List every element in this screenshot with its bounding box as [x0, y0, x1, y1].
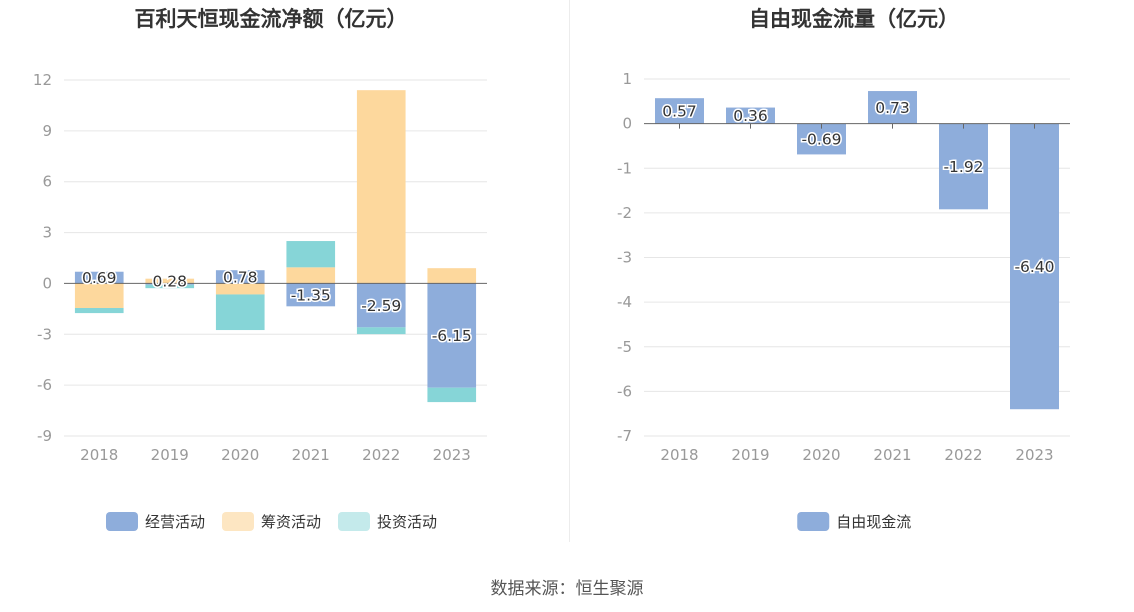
- data-label: 0.69: [82, 269, 117, 287]
- legend-swatch: [338, 512, 370, 531]
- data-label: -0.69: [801, 131, 841, 149]
- legend-label: 筹资活动: [261, 513, 321, 531]
- y-tick-label: -3: [37, 325, 52, 343]
- y-tick-label: -4: [617, 293, 632, 311]
- x-tick-label: 2022: [362, 446, 400, 464]
- x-tick-label: 2021: [292, 446, 330, 464]
- x-tick-label: 2022: [944, 446, 982, 464]
- x-tick-label: 2019: [731, 446, 769, 464]
- y-tick-label: -5: [617, 338, 632, 356]
- bar-自由现金流-2018: [655, 98, 704, 124]
- legend-item[interactable]: 投资活动: [338, 512, 437, 531]
- bar-筹资活动-2021: [286, 267, 336, 284]
- data-source: 数据来源：恒生聚源: [490, 579, 644, 599]
- cash-flow-net-chart: 百利天恒现金流净额（亿元） 12 9 6 3 0 -3 -6 -9 2018 2019 2020 202…: [33, 7, 487, 531]
- bar-投资活动-2020: [215, 294, 265, 331]
- data-label: 0.78: [223, 268, 258, 286]
- legend-swatch: [106, 512, 138, 531]
- x-tick-label: 2018: [80, 446, 118, 464]
- legend-swatch: [222, 512, 254, 531]
- data-label: -6.15: [432, 327, 472, 345]
- legend-item[interactable]: 自由现金流: [797, 512, 911, 531]
- y-tick-label: -3: [617, 249, 632, 267]
- data-label: -6.40: [1014, 258, 1054, 276]
- free-cash-flow-chart: 自由现金流量（亿元） 1 0 -1 -2 -3 -4 -5 -6 -7 2018 2019 2020 20…: [617, 7, 1070, 531]
- chart-title: 自由现金流量（亿元）: [749, 7, 959, 31]
- bar-投资活动-2018: [74, 308, 124, 314]
- bar-自由现金流-2019: [726, 107, 775, 124]
- chart-divider: [569, 0, 570, 542]
- legend-item[interactable]: 筹资活动: [222, 512, 321, 531]
- bar-投资活动-2019: [145, 284, 195, 289]
- x-tick-label: 2018: [660, 446, 698, 464]
- legend-label: 投资活动: [377, 513, 437, 531]
- y-tick-label: 0: [42, 274, 52, 292]
- bar-经营活动-2023: [427, 283, 477, 388]
- bar-自由现金流-2021: [868, 91, 917, 124]
- y-tick-label: -9: [37, 427, 52, 445]
- data-label: 0.73: [875, 99, 910, 117]
- legend-swatch: [797, 512, 830, 531]
- data-label: -1.35: [291, 286, 331, 304]
- x-tick-label: 2023: [1015, 446, 1053, 464]
- y-tick-label: -1: [617, 159, 632, 177]
- bar-筹资活动-2023: [427, 268, 477, 284]
- bar-投资活动-2021: [286, 241, 336, 268]
- bar-自由现金流-2020: [797, 123, 846, 155]
- x-tick-label: 2020: [221, 446, 259, 464]
- data-label: 0.57: [662, 102, 697, 120]
- y-tick-label: 1: [622, 70, 632, 88]
- y-tick-label: -2: [617, 204, 632, 222]
- bar-筹资活动-2020: [215, 283, 265, 295]
- x-tick-label: 2023: [433, 446, 471, 464]
- data-label: -1.92: [943, 158, 983, 176]
- data-label: -2.59: [361, 297, 401, 315]
- bar-经营活动-2020: [215, 270, 265, 284]
- bar-投资活动-2023: [427, 387, 477, 403]
- x-tick-label: 2021: [873, 446, 911, 464]
- y-tick-label: -6: [37, 376, 52, 394]
- y-tick-label: 6: [42, 173, 52, 191]
- bar-筹资活动-2018: [74, 283, 124, 309]
- bar-经营活动-2021: [286, 283, 336, 307]
- legend-label: 自由现金流: [836, 513, 911, 531]
- bar-筹资活动-2022: [356, 90, 406, 284]
- x-tick-label: 2020: [802, 446, 840, 464]
- data-label: 0.36: [733, 107, 768, 125]
- y-tick-label: 3: [42, 224, 52, 242]
- x-tick-label: 2019: [151, 446, 189, 464]
- y-tick-label: 9: [42, 122, 52, 140]
- legend-item[interactable]: 经营活动: [106, 512, 205, 531]
- data-label: 0.28: [152, 273, 187, 291]
- y-tick-label: -7: [617, 427, 632, 445]
- bar-投资活动-2022: [356, 327, 406, 335]
- chart-title: 百利天恒现金流净额（亿元）: [135, 7, 408, 31]
- bar-经营活动-2018: [74, 271, 124, 284]
- bar-经营活动-2019: [145, 283, 195, 285]
- legend-label: 经营活动: [145, 513, 205, 531]
- bar-筹资活动-2019: [145, 278, 195, 284]
- y-tick-label: 12: [33, 71, 52, 89]
- bar-自由现金流-2022: [939, 123, 988, 210]
- y-tick-label: 0: [622, 115, 632, 133]
- bar-经营活动-2022: [356, 283, 406, 328]
- bar-自由现金流-2023: [1010, 123, 1059, 410]
- y-tick-label: -6: [617, 382, 632, 400]
